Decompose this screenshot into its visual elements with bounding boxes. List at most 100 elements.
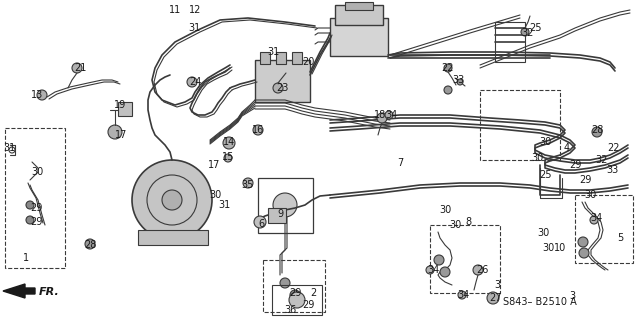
- Bar: [258, 178, 313, 233]
- Circle shape: [26, 216, 34, 224]
- Text: 14: 14: [223, 137, 235, 147]
- Text: 29: 29: [579, 175, 591, 185]
- Circle shape: [458, 291, 466, 299]
- Text: 20: 20: [302, 57, 314, 67]
- Text: 30: 30: [584, 190, 596, 200]
- Bar: [575, 195, 633, 263]
- Bar: [276, 52, 286, 64]
- Polygon shape: [3, 284, 35, 298]
- Circle shape: [243, 178, 253, 188]
- Bar: [330, 18, 388, 56]
- Circle shape: [578, 237, 588, 247]
- Text: 7: 7: [397, 158, 403, 168]
- Text: 21: 21: [74, 63, 86, 73]
- Text: 30: 30: [209, 190, 221, 200]
- Text: 31: 31: [3, 143, 15, 153]
- Text: 1: 1: [23, 253, 29, 263]
- Bar: [263, 260, 325, 312]
- Text: 13: 13: [31, 90, 43, 100]
- Bar: [5, 128, 65, 268]
- Text: 3: 3: [494, 280, 500, 290]
- Circle shape: [521, 28, 529, 36]
- Text: 36: 36: [284, 305, 296, 315]
- Text: 33: 33: [606, 165, 618, 175]
- Circle shape: [434, 255, 444, 265]
- Text: 29: 29: [569, 160, 581, 170]
- Text: 2: 2: [310, 288, 316, 298]
- Circle shape: [254, 216, 266, 228]
- Circle shape: [377, 113, 387, 123]
- Text: 30: 30: [537, 228, 549, 238]
- Bar: [272, 285, 322, 315]
- Text: 22: 22: [607, 143, 620, 153]
- Circle shape: [72, 63, 82, 73]
- Text: 27: 27: [489, 293, 501, 303]
- Circle shape: [85, 239, 95, 249]
- Text: 23: 23: [276, 83, 288, 93]
- Bar: [268, 208, 286, 223]
- Text: 35: 35: [242, 180, 254, 190]
- Circle shape: [187, 77, 197, 87]
- Text: 8: 8: [465, 217, 471, 227]
- Text: 28: 28: [84, 240, 96, 250]
- Circle shape: [592, 127, 602, 137]
- Text: 28: 28: [591, 125, 603, 135]
- Circle shape: [440, 267, 450, 277]
- Text: 31: 31: [218, 200, 230, 210]
- Circle shape: [444, 86, 452, 94]
- Text: 19: 19: [114, 100, 126, 110]
- Text: 5: 5: [617, 233, 623, 243]
- Bar: [480, 90, 560, 160]
- Circle shape: [289, 292, 305, 308]
- Circle shape: [473, 265, 483, 275]
- Text: 22: 22: [441, 63, 453, 73]
- Text: 4: 4: [564, 143, 570, 153]
- Circle shape: [224, 154, 232, 162]
- Text: 34: 34: [590, 213, 602, 223]
- Circle shape: [253, 125, 263, 135]
- Text: 29: 29: [302, 300, 314, 310]
- Text: 15: 15: [222, 152, 234, 162]
- Text: 30: 30: [542, 243, 554, 253]
- Text: 24: 24: [189, 77, 201, 87]
- Text: 30: 30: [531, 153, 543, 163]
- Bar: [430, 225, 500, 293]
- Circle shape: [273, 193, 297, 217]
- Bar: [495, 22, 525, 62]
- Bar: [335, 5, 383, 25]
- Text: 12: 12: [189, 5, 201, 15]
- Text: 10: 10: [554, 243, 566, 253]
- Circle shape: [385, 111, 393, 119]
- Text: 17: 17: [115, 130, 127, 140]
- Circle shape: [579, 248, 589, 258]
- Circle shape: [444, 64, 452, 72]
- Text: 9: 9: [277, 209, 283, 219]
- Text: 6: 6: [258, 219, 264, 229]
- Circle shape: [37, 90, 47, 100]
- Circle shape: [108, 125, 122, 139]
- Text: 30: 30: [31, 167, 43, 177]
- Text: 29: 29: [289, 288, 301, 298]
- Circle shape: [426, 266, 434, 274]
- Text: 25: 25: [529, 23, 541, 33]
- Text: 17: 17: [208, 160, 220, 170]
- Bar: [118, 102, 132, 116]
- Circle shape: [457, 79, 463, 85]
- Text: 31: 31: [267, 47, 279, 57]
- Bar: [260, 52, 270, 64]
- Text: 34: 34: [385, 110, 397, 120]
- Circle shape: [273, 83, 283, 93]
- Circle shape: [290, 290, 300, 300]
- Circle shape: [280, 278, 290, 288]
- Circle shape: [132, 160, 212, 240]
- Text: 33: 33: [452, 75, 464, 85]
- Bar: [255, 60, 310, 102]
- Text: 31: 31: [188, 23, 200, 33]
- Text: 32: 32: [521, 28, 533, 38]
- Circle shape: [590, 216, 598, 224]
- Text: 30: 30: [539, 137, 551, 147]
- Text: 34: 34: [457, 290, 469, 300]
- Text: 32: 32: [596, 155, 608, 165]
- Circle shape: [223, 137, 235, 149]
- Text: 18: 18: [374, 110, 386, 120]
